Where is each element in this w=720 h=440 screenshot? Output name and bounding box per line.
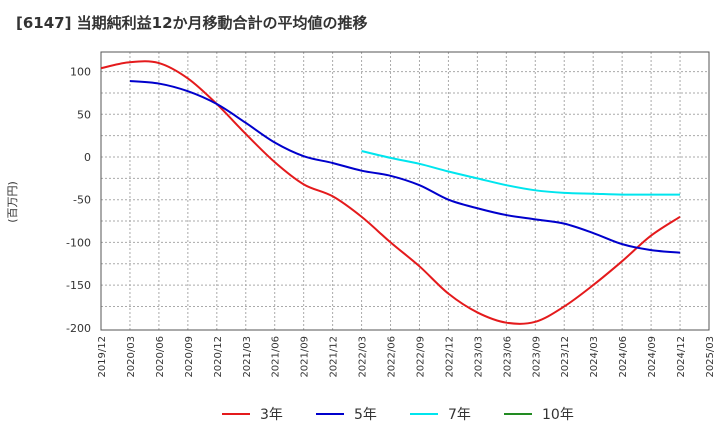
- legend-item: 5年: [316, 402, 377, 426]
- x-tick-label: 2022/06: [387, 336, 398, 378]
- x-tick-label: 2023/12: [560, 336, 571, 378]
- y-tick-label: 100: [70, 66, 91, 79]
- y-tick-label: 50: [77, 108, 91, 121]
- x-tick-label: 2021/12: [329, 336, 340, 378]
- grid-layer: [101, 52, 709, 330]
- legend-swatch: [410, 413, 438, 415]
- x-tick-label: 2024/03: [589, 336, 600, 378]
- series-layer: [100, 60, 681, 325]
- x-tick-label: 2021/09: [300, 336, 311, 378]
- x-tick-label: 2025/03: [705, 336, 716, 378]
- x-tick-label: 2020/06: [155, 336, 166, 378]
- y-tick-label: -50: [73, 194, 91, 207]
- legend-item: 3年: [222, 402, 283, 426]
- x-tick-label: 2022/12: [444, 336, 455, 378]
- x-tick-label: 2023/03: [473, 336, 484, 378]
- y-tick-label: -150: [66, 279, 91, 292]
- x-tick-label: 2022/03: [358, 336, 369, 378]
- chart-title: [6147] 当期純利益12か月移動合計の平均値の推移: [16, 14, 368, 32]
- legend-swatch: [222, 413, 250, 415]
- x-tick-labels: 2019/12 2020/03 2020/06 2020/09 2020/12 2021/…: [97, 336, 716, 378]
- series-line-3年: [100, 60, 681, 325]
- legend-item: 7年: [410, 402, 471, 426]
- series-line-7年: [361, 150, 681, 196]
- x-tick-label: 2023/09: [531, 336, 542, 378]
- x-tick-label: 2020/12: [213, 336, 224, 378]
- legend-swatch: [504, 413, 532, 415]
- y-tick-label: 0: [84, 151, 91, 164]
- legend-label: 10年: [542, 407, 574, 423]
- x-tick-label: 2024/06: [618, 336, 629, 378]
- legend-label: 5年: [354, 407, 377, 423]
- x-tick-label: 2020/09: [184, 336, 195, 378]
- legend-label: 7年: [448, 407, 471, 423]
- series-line-5年: [129, 79, 681, 254]
- x-tick-label: 2020/03: [126, 336, 137, 378]
- x-tick-label: 2021/03: [242, 336, 253, 378]
- y-tick-label: -100: [66, 236, 91, 249]
- x-tick-label: 2019/12: [97, 336, 108, 378]
- legend-label: 3年: [260, 407, 283, 423]
- y-axis-label: (百万円): [6, 181, 19, 223]
- y-tick-labels: 100 50 0 -50 -100 -150 -200: [66, 66, 91, 335]
- legend-swatch: [316, 413, 344, 415]
- x-tick-label: 2021/06: [271, 336, 282, 378]
- x-tick-label: 2024/09: [647, 336, 658, 378]
- x-tick-label: 2022/09: [415, 336, 426, 378]
- plot-frame: [100, 51, 710, 331]
- x-tick-label: 2024/12: [676, 336, 687, 378]
- y-tick-label: -200: [66, 322, 91, 335]
- legend: 3年 5年 7年 10年: [0, 402, 720, 426]
- legend-item: 10年: [504, 402, 574, 426]
- x-tick-label: 2023/06: [502, 336, 513, 378]
